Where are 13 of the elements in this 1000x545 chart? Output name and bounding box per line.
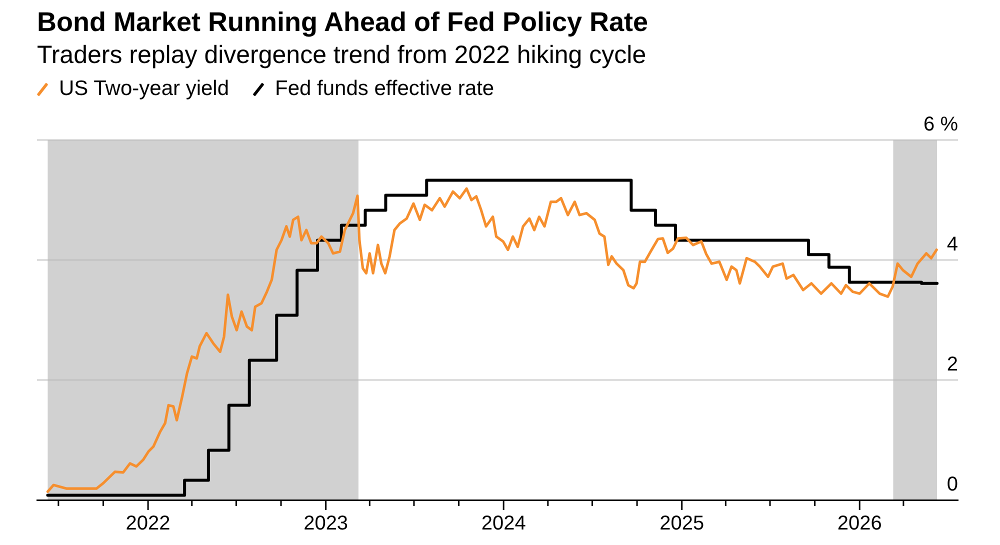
legend-label: US Two-year yield bbox=[59, 77, 230, 102]
y-tick-label: 4 bbox=[946, 234, 958, 256]
chart-title: Bond Market Running Ahead of Fed Policy Rate bbox=[37, 7, 648, 38]
x-tick-label: 2026 bbox=[837, 512, 882, 535]
y-tick-label: 6 % bbox=[924, 114, 958, 136]
y-tick-label: 0 bbox=[946, 474, 958, 496]
y-tick-label: 2 bbox=[946, 354, 958, 376]
x-tick-label: 2022 bbox=[126, 512, 170, 535]
legend-label: Fed funds effective rate bbox=[275, 77, 494, 102]
x-tick-label: 2024 bbox=[481, 512, 526, 535]
chart-subtitle: Traders replay divergence trend from 2022 hiking cycle bbox=[37, 41, 646, 70]
x-tick-label: 2025 bbox=[660, 512, 704, 535]
x-tick-label: 2023 bbox=[304, 512, 348, 535]
